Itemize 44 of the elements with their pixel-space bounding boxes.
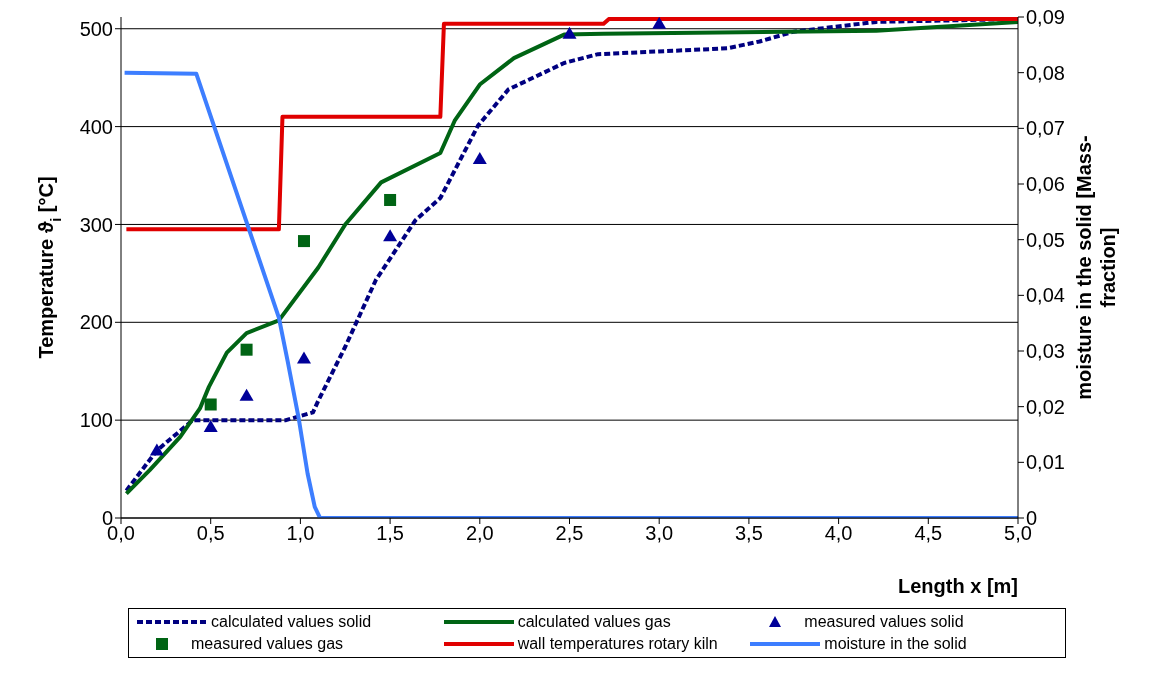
x-tick-label: 4,5 [914,522,943,545]
point [239,388,254,401]
y-tick-label: 500 [79,17,113,40]
point [297,235,310,248]
legend-label: wall temperatures rotary kiln [517,635,718,653]
y-tick-label: 300 [79,213,113,236]
legend-label: moisture in the solid [824,635,967,653]
point [203,420,218,432]
y2-tick-label: 0,09 [1026,6,1065,29]
point [204,398,217,411]
x-tick-label: 1,5 [376,522,405,545]
y2-tick-label: 0,07 [1026,117,1065,140]
legend-label: measured values solid [804,613,964,631]
point [384,193,397,206]
legend-label: calculated values solid [211,613,372,631]
y2-axis-title: moisture in the solid [Mass-fraction] [1073,135,1119,400]
x-tick-label: 2,5 [555,522,584,545]
x-tick-label: 1,0 [286,522,315,545]
point [296,351,311,364]
y2-tick-label: 0,02 [1026,395,1065,418]
x-tick-label: 0,5 [196,522,225,545]
point [472,151,487,164]
y-tick-label: 400 [79,115,113,138]
x-axis-title: Length x [m] [898,575,1018,597]
line-series [124,17,1018,232]
point [652,17,667,29]
x-tick-label: 3,5 [734,522,763,545]
y2-tick-label: 0,05 [1026,228,1065,251]
legend-label: measured values gas [191,635,344,653]
point [383,229,398,242]
y2-tick-label: 0,03 [1026,340,1065,363]
x-tick-label: 2,0 [465,522,494,545]
y2-tick-label: 0,06 [1026,173,1065,196]
legend-label: calculated values gas [517,613,671,631]
y-tick-label: 200 [79,311,113,334]
y2-tick-label: 0,08 [1026,61,1065,84]
x-tick-label: 3,0 [645,522,674,545]
point [240,343,253,356]
point [562,26,577,39]
x-tick-label: 4,0 [824,522,853,545]
y-tick-label: 100 [79,409,113,432]
point [149,443,164,456]
y2-tick-label: 0,01 [1026,451,1065,474]
y2-tick-label: 0,04 [1026,284,1065,307]
